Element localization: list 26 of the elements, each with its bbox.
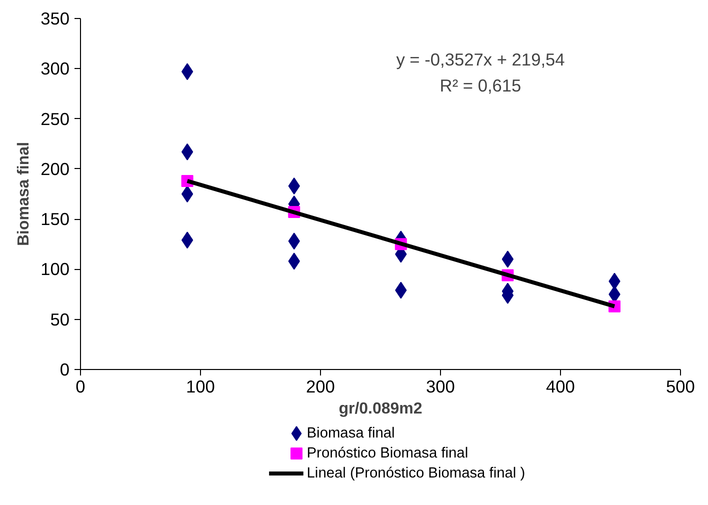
- legend-label: Pronóstico Biomasa final: [306, 446, 468, 462]
- x-tick-label: 0: [76, 376, 86, 396]
- legend-label: Biomasa final: [306, 426, 395, 442]
- y-tick-label: 150: [40, 209, 70, 230]
- y-tick-label: 100: [40, 259, 70, 280]
- x-tick-label: 500: [666, 376, 695, 396]
- y-axis-title: Biomasa final: [16, 142, 33, 246]
- point: [181, 143, 194, 160]
- x-tick-label: 200: [306, 376, 335, 396]
- x-axis-title: gr/0.089m2: [338, 400, 422, 418]
- point: [181, 232, 194, 249]
- x-tick-label: 400: [546, 376, 575, 396]
- y-tick-label: 350: [40, 8, 70, 28]
- legend-label: Lineal (Pronóstico Biomasa final ): [306, 466, 526, 482]
- y-tick-label: 200: [40, 158, 70, 179]
- point: [181, 63, 194, 80]
- annotation: R² = 0,615: [440, 76, 522, 96]
- point: [181, 186, 194, 202]
- y-tick-label: 300: [40, 58, 70, 79]
- annotation: y = -0,3527x + 219,54: [396, 50, 566, 70]
- x-tick-label: 100: [186, 376, 215, 396]
- y-tick-label: 50: [50, 309, 70, 330]
- x-tick-label: 300: [426, 376, 455, 396]
- y-tick-label: 250: [40, 108, 70, 129]
- point: [502, 250, 514, 268]
- y-tick-label: 0: [60, 360, 70, 380]
